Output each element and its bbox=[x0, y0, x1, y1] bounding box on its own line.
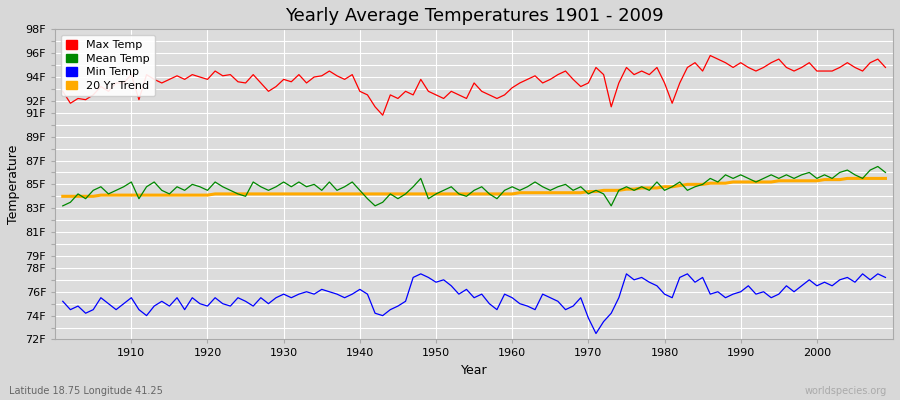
Text: worldspecies.org: worldspecies.org bbox=[805, 386, 886, 396]
Y-axis label: Temperature: Temperature bbox=[7, 145, 20, 224]
Title: Yearly Average Temperatures 1901 - 2009: Yearly Average Temperatures 1901 - 2009 bbox=[284, 7, 663, 25]
Legend: Max Temp, Mean Temp, Min Temp, 20 Yr Trend: Max Temp, Mean Temp, Min Temp, 20 Yr Tre… bbox=[60, 35, 156, 96]
X-axis label: Year: Year bbox=[461, 364, 488, 377]
Text: Latitude 18.75 Longitude 41.25: Latitude 18.75 Longitude 41.25 bbox=[9, 386, 163, 396]
